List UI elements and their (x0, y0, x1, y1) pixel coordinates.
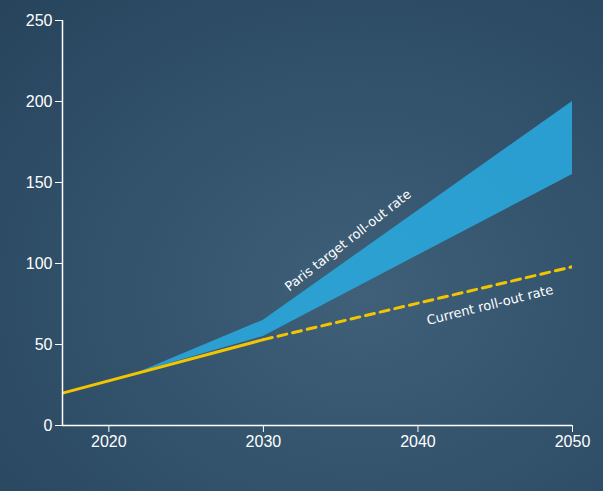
svg-text:50: 50 (35, 336, 53, 353)
svg-text:2020: 2020 (91, 433, 127, 450)
svg-text:2030: 2030 (246, 433, 282, 450)
svg-text:Paris target roll-out rate: Paris target roll-out rate (282, 186, 414, 294)
svg-text:100: 100 (26, 255, 53, 272)
svg-text:2040: 2040 (400, 433, 436, 450)
svg-text:250: 250 (26, 12, 53, 29)
svg-text:0: 0 (44, 417, 53, 434)
svg-text:2050: 2050 (555, 433, 591, 450)
svg-text:150: 150 (26, 174, 53, 191)
svg-text:Current roll-out rate: Current roll-out rate (425, 282, 555, 328)
svg-text:200: 200 (26, 93, 53, 110)
